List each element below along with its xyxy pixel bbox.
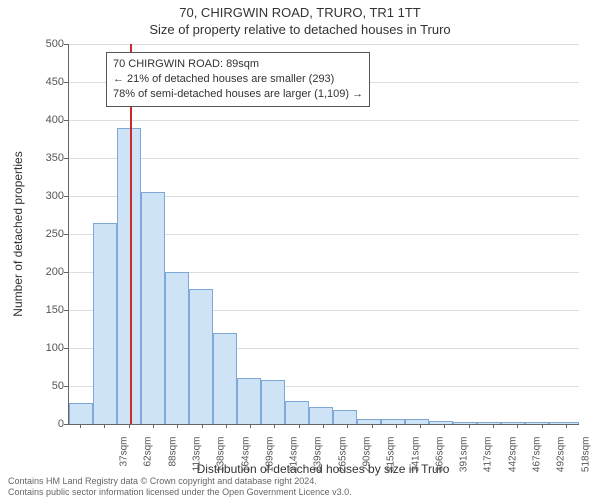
histogram-bar: [333, 410, 357, 424]
xtick-label: 341sqm: [410, 437, 421, 477]
ytick-mark: [64, 310, 68, 311]
xtick-label: 62sqm: [142, 437, 153, 477]
histogram-bar: [69, 403, 93, 424]
xtick-mark: [566, 424, 567, 428]
xtick-mark: [80, 424, 81, 428]
xtick-mark: [420, 424, 421, 428]
xtick-label: 138sqm: [215, 437, 226, 477]
ytick-label: 350: [34, 152, 64, 164]
histogram-bar: [285, 401, 309, 424]
xtick-mark: [250, 424, 251, 428]
ytick-label: 150: [34, 304, 64, 316]
xtick-label: 467sqm: [531, 437, 542, 477]
xtick-mark: [153, 424, 154, 428]
ytick-mark: [64, 196, 68, 197]
xtick-label: 189sqm: [264, 437, 275, 477]
histogram-bar: [165, 272, 189, 424]
annotation-line3: 78% of semi-detached houses are larger (…: [113, 87, 363, 102]
histogram-bar: [261, 380, 285, 424]
chart-title-line1: 70, CHIRGWIN ROAD, TRURO, TR1 1TT: [0, 5, 600, 20]
ytick-mark: [64, 158, 68, 159]
xtick-mark: [202, 424, 203, 428]
ytick-label: 200: [34, 266, 64, 278]
histogram-bar: [501, 422, 525, 424]
xtick-mark: [444, 424, 445, 428]
histogram-bar: [549, 422, 579, 424]
histogram-bar: [381, 419, 405, 424]
ytick-mark: [64, 348, 68, 349]
xtick-label: 366sqm: [434, 437, 445, 477]
xtick-mark: [493, 424, 494, 428]
xtick-mark: [299, 424, 300, 428]
footer-attribution: Contains HM Land Registry data © Crown c…: [8, 476, 592, 498]
ytick-label: 0: [34, 418, 64, 430]
histogram-bar: [189, 289, 213, 424]
xtick-label: 37sqm: [118, 437, 129, 477]
xtick-mark: [274, 424, 275, 428]
xtick-label: 442sqm: [507, 437, 518, 477]
histogram-bar: [141, 192, 165, 424]
y-axis-label: Number of detached properties: [11, 151, 25, 316]
gridline: [69, 44, 579, 45]
ytick-label: 450: [34, 76, 64, 88]
gridline: [69, 120, 579, 121]
xtick-label: 164sqm: [240, 437, 251, 477]
ytick-mark: [64, 82, 68, 83]
ytick-label: 250: [34, 228, 64, 240]
histogram-bar: [237, 378, 261, 424]
chart-container: 70, CHIRGWIN ROAD, TRURO, TR1 1TT Size o…: [0, 0, 600, 500]
histogram-bar: [429, 421, 453, 424]
histogram-bar: [213, 333, 237, 424]
histogram-bar: [453, 422, 477, 424]
chart-title-line2: Size of property relative to detached ho…: [0, 22, 600, 37]
footer-line1: Contains HM Land Registry data © Crown c…: [8, 476, 592, 487]
ytick-label: 100: [34, 342, 64, 354]
xtick-label: 239sqm: [312, 437, 323, 477]
histogram-bar: [357, 419, 381, 424]
ytick-mark: [64, 386, 68, 387]
ytick-mark: [64, 424, 68, 425]
xtick-mark: [177, 424, 178, 428]
xtick-mark: [396, 424, 397, 428]
xtick-label: 214sqm: [288, 437, 299, 477]
ytick-label: 50: [34, 380, 64, 392]
xtick-mark: [347, 424, 348, 428]
xtick-mark: [226, 424, 227, 428]
gridline: [69, 158, 579, 159]
ytick-mark: [64, 272, 68, 273]
histogram-bar: [117, 128, 141, 424]
histogram-bar: [477, 422, 501, 424]
xtick-mark: [372, 424, 373, 428]
histogram-bar: [405, 419, 429, 424]
ytick-label: 500: [34, 38, 64, 50]
ytick-mark: [64, 120, 68, 121]
xtick-label: 315sqm: [385, 437, 396, 477]
ytick-mark: [64, 44, 68, 45]
ytick-label: 400: [34, 114, 64, 126]
xtick-mark: [129, 424, 130, 428]
ytick-label: 300: [34, 190, 64, 202]
xtick-mark: [517, 424, 518, 428]
xtick-label: 265sqm: [337, 437, 348, 477]
xtick-label: 492sqm: [555, 437, 566, 477]
xtick-mark: [469, 424, 470, 428]
histogram-bar: [309, 407, 333, 424]
xtick-mark: [323, 424, 324, 428]
xtick-label: 391sqm: [458, 437, 469, 477]
xtick-label: 518sqm: [580, 437, 591, 477]
ytick-mark: [64, 234, 68, 235]
xtick-label: 88sqm: [167, 437, 178, 477]
xtick-label: 290sqm: [361, 437, 372, 477]
annotation-box: 70 CHIRGWIN ROAD: 89sqm ← 21% of detache…: [106, 52, 370, 107]
annotation-line2: ← 21% of detached houses are smaller (29…: [113, 72, 363, 87]
xtick-mark: [104, 424, 105, 428]
xtick-label: 417sqm: [483, 437, 494, 477]
footer-line2: Contains public sector information licen…: [8, 487, 592, 498]
xtick-label: 113sqm: [191, 437, 202, 477]
annotation-line1: 70 CHIRGWIN ROAD: 89sqm: [113, 57, 363, 72]
xtick-mark: [542, 424, 543, 428]
histogram-bar: [525, 422, 549, 424]
histogram-bar: [93, 223, 117, 424]
